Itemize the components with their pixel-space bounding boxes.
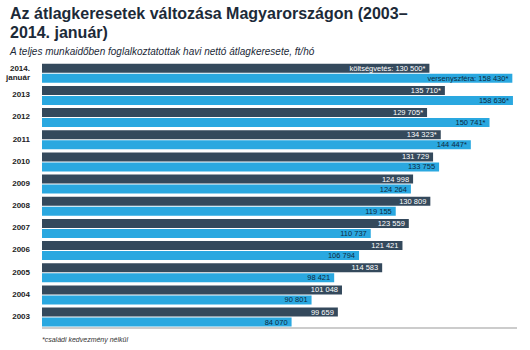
svg-text:158 636*: 158 636*	[479, 96, 509, 105]
html-text:Az átlagkeresetek változása Ma: Az átlagkeresetek változása Magyarország…	[10, 5, 408, 41]
svg-text:134 323*: 134 323*	[407, 130, 437, 139]
svg-text:2013: 2013	[12, 90, 30, 99]
svg-text:119 155: 119 155	[365, 207, 392, 216]
svg-text:2014.január: 2014.január	[5, 64, 30, 82]
svg-text:2012: 2012	[12, 113, 30, 122]
svg-text:2005: 2005	[12, 268, 30, 277]
svg-text:124 264: 124 264	[380, 185, 407, 194]
svg-text:költségvetés: 130 500*: költségvetés: 130 500*	[350, 64, 426, 73]
html-text:A teljes munkaidőben foglalkoz: A teljes munkaidőben foglalkoztatottak h…	[10, 46, 315, 57]
svg-text:2004: 2004	[12, 290, 30, 299]
svg-text:131 729: 131 729	[402, 152, 429, 161]
svg-text:98 421: 98 421	[307, 273, 330, 282]
svg-text:121 421: 121 421	[371, 241, 398, 250]
svg-text:versenyszféra: 158 430*: versenyszféra: 158 430*	[427, 74, 508, 83]
svg-text:2006: 2006	[12, 246, 30, 255]
svg-text:101 048: 101 048	[311, 285, 338, 294]
svg-text:135 710*: 135 710*	[411, 86, 441, 95]
svg-text:129 705*: 129 705*	[393, 108, 423, 117]
svg-text:130 809: 130 809	[399, 197, 426, 206]
svg-text:2007: 2007	[12, 223, 30, 232]
svg-text:2003: 2003	[12, 312, 30, 321]
svg-text:110 737: 110 737	[340, 229, 367, 238]
svg-text:150 741*: 150 741*	[455, 118, 485, 127]
svg-text:144 447*: 144 447*	[437, 140, 467, 149]
svg-text:114 583: 114 583	[352, 263, 379, 272]
svg-text:123 559: 123 559	[378, 219, 405, 228]
svg-text:90 801: 90 801	[285, 295, 308, 304]
svg-text:106 794: 106 794	[328, 251, 355, 260]
svg-text:84 070: 84 070	[265, 318, 288, 327]
svg-text:2010: 2010	[12, 157, 30, 166]
svg-text:99 659: 99 659	[311, 308, 334, 317]
svg-text:2009: 2009	[12, 179, 30, 188]
svg-text:124 998: 124 998	[382, 175, 409, 184]
svg-text:2011: 2011	[13, 135, 31, 144]
svg-text:133 755: 133 755	[408, 162, 435, 171]
html-text:*családi kedvezmény nélkül: *családi kedvezmény nélkül	[42, 336, 128, 343]
svg-text:2008: 2008	[12, 201, 30, 210]
